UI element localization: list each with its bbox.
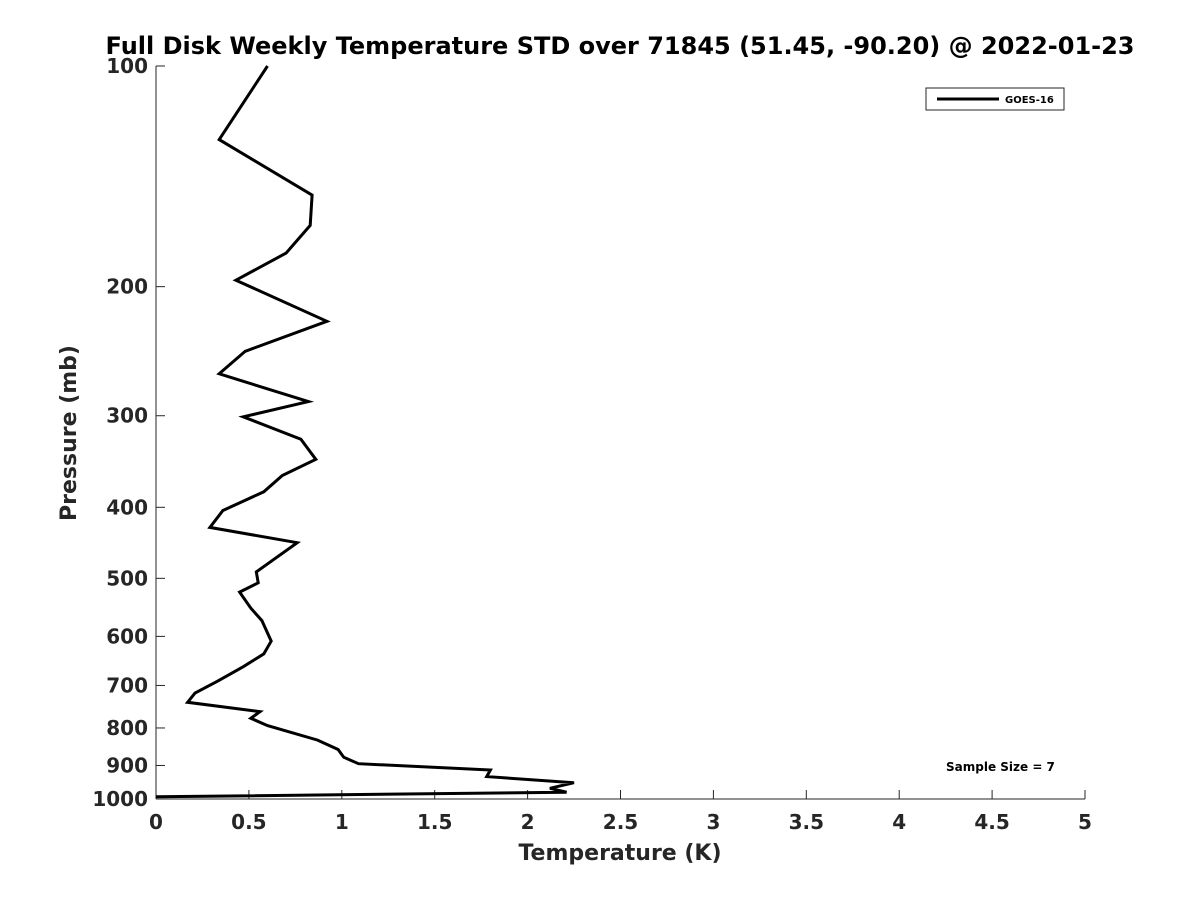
x-tick-label: 4.5	[974, 810, 1009, 834]
x-tick-label: 0	[149, 810, 163, 834]
y-tick-label: 400	[106, 495, 148, 519]
x-tick-label: 0.5	[231, 810, 266, 834]
y-tick-label: 300	[106, 404, 148, 428]
x-tick-label: 2	[521, 810, 535, 834]
y-tick-label: 1000	[92, 787, 148, 811]
y-tick-label: 600	[106, 624, 148, 648]
x-tick-label: 1.5	[417, 810, 452, 834]
x-tick-label: 3.5	[789, 810, 824, 834]
x-tick-label: 1	[335, 810, 349, 834]
x-tick-label: 5	[1078, 810, 1092, 834]
y-ticks: 100 200 300 400 500 600 700 800 900 1000	[92, 54, 165, 811]
x-tick-label: 3	[706, 810, 720, 834]
y-tick-label: 800	[106, 716, 148, 740]
series-group	[155, 65, 575, 799]
chart-title: Full Disk Weekly Temperature STD over 71…	[106, 32, 1135, 60]
x-axis-label: Temperature (K)	[518, 841, 721, 866]
y-tick-label: 500	[106, 566, 148, 590]
legend-label: GOES-16	[1005, 95, 1054, 106]
y-tick-label: 100	[106, 54, 148, 78]
x-tick-label: 4	[892, 810, 906, 834]
sample-size-annotation: Sample Size = 7	[946, 760, 1055, 774]
y-tick-label: 900	[106, 753, 148, 777]
series-line-goes-16	[155, 65, 575, 799]
x-ticks: 0 0.5 1 1.5 2 2.5 3 3.5 4 4.5 5	[149, 790, 1092, 834]
x-tick-label: 2.5	[603, 810, 638, 834]
legend: GOES-16	[925, 87, 1065, 111]
y-tick-label: 700	[106, 673, 148, 697]
y-tick-label: 200	[106, 275, 148, 299]
y-axis-label: Pressure (mb)	[57, 345, 82, 521]
